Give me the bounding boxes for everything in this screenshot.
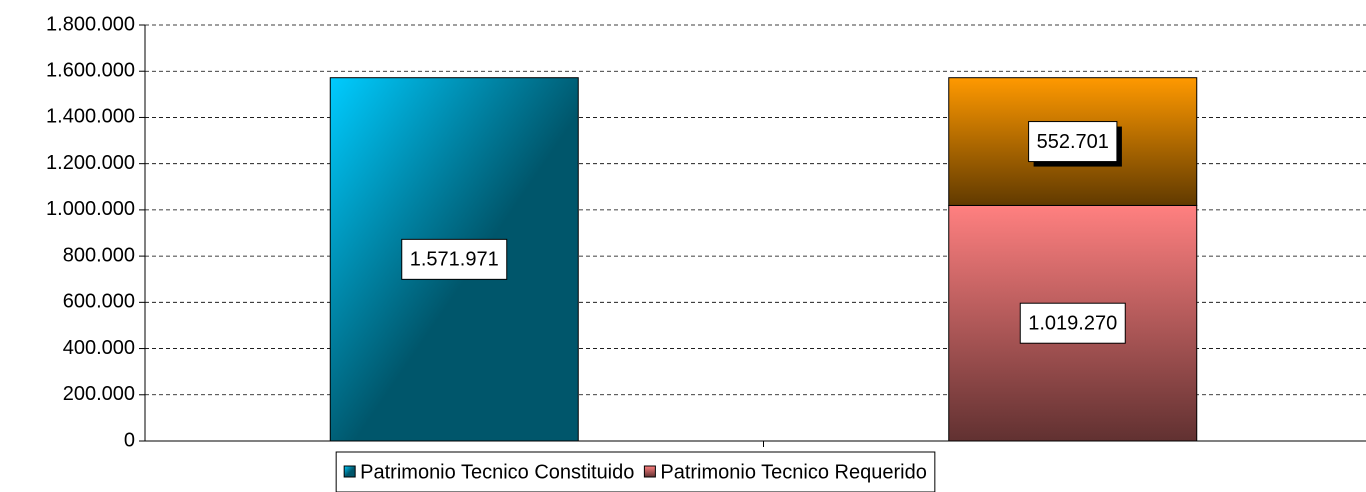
- data-label-group: 1.571.971: [401, 238, 508, 280]
- y-tick-label: 0: [124, 429, 135, 451]
- y-tick-label: 1.800.000: [46, 13, 135, 35]
- y-tick-label: 1.200.000: [46, 152, 135, 174]
- legend-swatch: [343, 465, 356, 478]
- label-box: [1028, 121, 1118, 163]
- y-tick-label: 200.000: [63, 383, 135, 405]
- legend-label: Patrimonio Tecnico Requerido: [660, 461, 926, 483]
- label-box: [401, 238, 508, 280]
- label-box: [1019, 302, 1126, 344]
- data-label-group: 1.019.270: [1019, 302, 1126, 344]
- legend-box: [335, 451, 936, 492]
- data-label: 552.701: [1037, 131, 1109, 153]
- y-tick-label: 1.400.000: [46, 106, 135, 128]
- y-tick-label: 1.000.000: [46, 198, 135, 220]
- y-tick-label: 600.000: [63, 291, 135, 313]
- data-label-group: 552.701: [1028, 121, 1122, 167]
- legend-swatch: [643, 465, 656, 478]
- data-label: 1.571.971: [410, 249, 499, 271]
- legend-label: Patrimonio Tecnico Constituido: [360, 461, 634, 483]
- y-tick-label: 1.600.000: [46, 60, 135, 82]
- legend: Patrimonio Tecnico Constituido Patrimonio…: [335, 451, 936, 492]
- y-tick-label: 800.000: [63, 244, 135, 266]
- y-tick-label: 400.000: [63, 337, 135, 359]
- data-label: 1.019.270: [1028, 312, 1117, 334]
